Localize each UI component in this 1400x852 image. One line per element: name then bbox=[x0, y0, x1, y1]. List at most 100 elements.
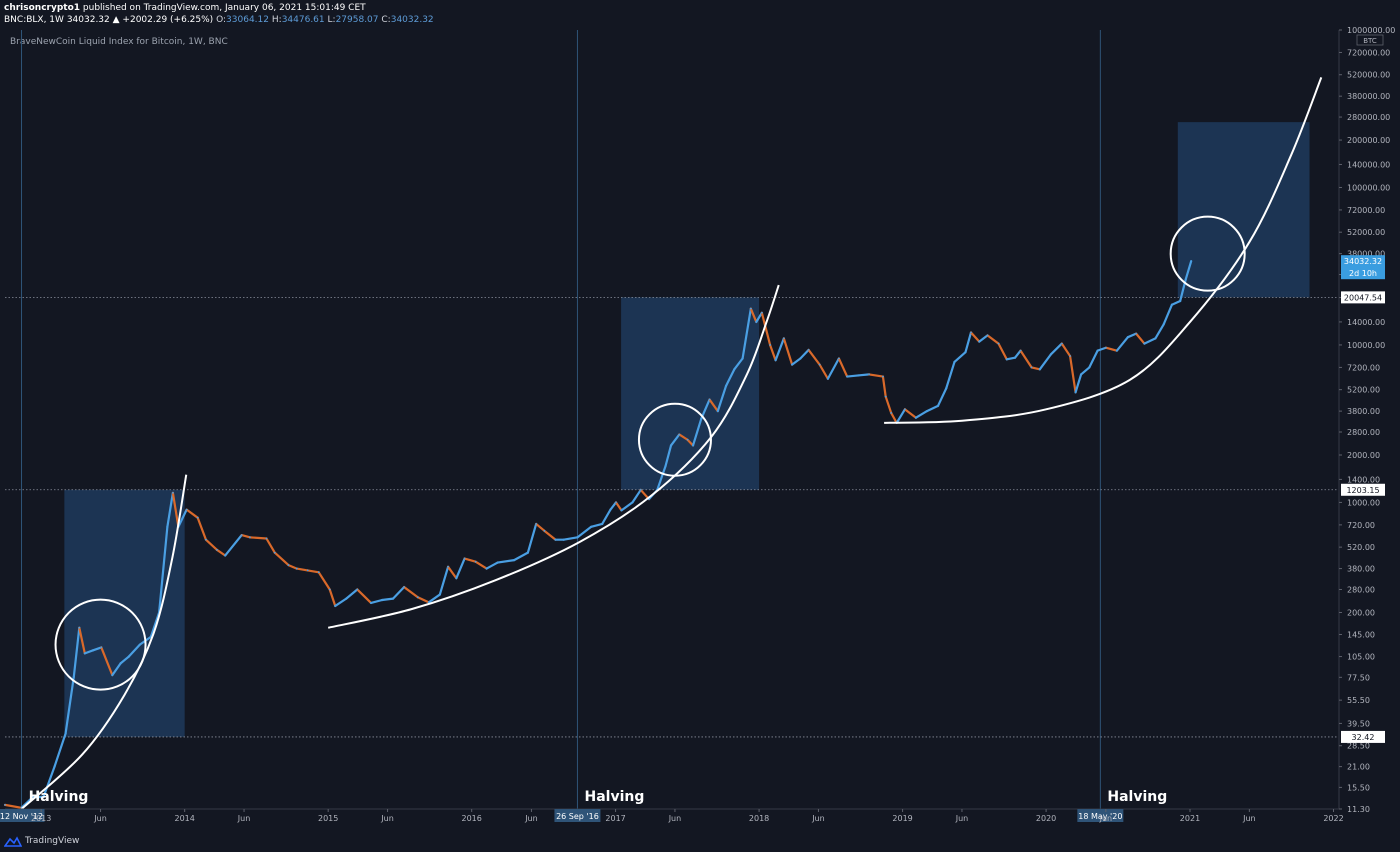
y-tick-label: 20000.00 bbox=[1347, 294, 1385, 303]
y-tick-label: 15.50 bbox=[1347, 783, 1370, 792]
tradingview-logo-icon bbox=[4, 835, 22, 847]
y-tick-label: 105.00 bbox=[1347, 653, 1375, 662]
x-tick-label: 2018 bbox=[749, 814, 769, 823]
price-segment bbox=[609, 501, 618, 511]
price-point bbox=[64, 732, 67, 735]
price-segment bbox=[724, 368, 736, 387]
price-point bbox=[670, 444, 672, 447]
price-point bbox=[601, 523, 604, 525]
price-point bbox=[205, 538, 207, 541]
price-point bbox=[953, 361, 956, 363]
price-point bbox=[692, 444, 694, 447]
price-segment bbox=[945, 360, 956, 390]
halving-date-label-0: 12 Nov '12 bbox=[0, 812, 43, 821]
price-segment bbox=[969, 331, 981, 343]
price-line-label-bg-2 bbox=[1341, 730, 1385, 743]
halving-text-1: Halving bbox=[584, 789, 644, 805]
price-segment bbox=[185, 508, 199, 519]
y-tick-label: 1000000.00 bbox=[1347, 26, 1395, 35]
price-point bbox=[543, 529, 546, 532]
price-point bbox=[273, 551, 276, 554]
price-segment bbox=[166, 491, 174, 528]
price-point bbox=[639, 489, 642, 491]
price-point bbox=[686, 438, 689, 441]
price-segment bbox=[716, 384, 728, 413]
price-segment bbox=[1115, 336, 1129, 352]
price-point bbox=[1184, 278, 1187, 281]
price-point bbox=[513, 559, 516, 562]
price-point bbox=[1005, 358, 1008, 361]
price-point bbox=[656, 489, 659, 491]
x-tick-label: Jun bbox=[955, 814, 969, 823]
price-point bbox=[774, 359, 777, 362]
price-segment bbox=[369, 598, 384, 605]
price-segment bbox=[1068, 354, 1077, 394]
price-segment bbox=[749, 307, 758, 324]
price-change: ▲ +2002.29 (+6.25%) bbox=[112, 15, 214, 25]
price-segment bbox=[402, 585, 419, 599]
price-point bbox=[725, 384, 727, 387]
y-tick-label: 280.00 bbox=[1347, 585, 1375, 594]
author-name[interactable]: chrisoncrypto1 bbox=[4, 3, 81, 13]
y-tick-label: 380000.00 bbox=[1347, 92, 1390, 101]
price-point bbox=[20, 806, 23, 809]
high-value: 34476.61 bbox=[281, 15, 325, 25]
y-tick-label: 38000.00 bbox=[1347, 250, 1385, 259]
price-segment bbox=[91, 646, 103, 652]
price-segment bbox=[1038, 353, 1052, 371]
halving-date-bg-1 bbox=[554, 809, 601, 822]
series-legend: BraveNewCoin Liquid Index for Bitcoin, 1… bbox=[10, 37, 228, 47]
price-point bbox=[31, 796, 34, 799]
y-tick-label: 7200.00 bbox=[1347, 363, 1380, 372]
price-segment bbox=[138, 635, 152, 646]
price-segment bbox=[895, 408, 907, 424]
price-point bbox=[127, 655, 130, 658]
price-segment bbox=[631, 488, 642, 504]
price-segment bbox=[760, 311, 772, 347]
price-segment bbox=[1179, 278, 1187, 303]
price-point bbox=[42, 795, 45, 798]
price-point bbox=[171, 491, 174, 494]
price-segment bbox=[576, 525, 593, 539]
price-segment bbox=[334, 597, 348, 608]
price-point bbox=[868, 373, 871, 376]
price-segment bbox=[791, 357, 802, 366]
tradingview-footer[interactable]: TradingView bbox=[4, 833, 79, 849]
price-point bbox=[447, 565, 449, 568]
price-segment bbox=[158, 525, 169, 614]
y-tick-label: 3800.00 bbox=[1347, 407, 1380, 416]
tradingview-brand: TradingView bbox=[25, 836, 80, 846]
y-tick-label: 52000.00 bbox=[1347, 228, 1385, 237]
price-point bbox=[1019, 349, 1022, 352]
price-segment bbox=[64, 675, 75, 735]
price-point bbox=[527, 551, 529, 554]
price-segment bbox=[639, 488, 651, 501]
price-segment bbox=[78, 626, 86, 655]
price-point bbox=[1069, 355, 1071, 357]
x-tick-label: 2014 bbox=[174, 814, 194, 823]
price-segment bbox=[215, 548, 227, 557]
price-point bbox=[799, 357, 802, 360]
current-price-label: 34032.32 bbox=[1344, 257, 1382, 266]
price-segment bbox=[306, 569, 320, 574]
price-point bbox=[890, 412, 893, 414]
price-point bbox=[664, 465, 667, 468]
price-segment bbox=[857, 373, 871, 377]
price-point bbox=[749, 307, 752, 310]
x-tick-label: Jun bbox=[380, 814, 394, 823]
price-segment bbox=[1104, 346, 1118, 352]
open-label: O: bbox=[216, 15, 227, 25]
current-price-bg bbox=[1341, 255, 1385, 280]
price-point bbox=[648, 498, 650, 500]
price-segment bbox=[1005, 356, 1017, 361]
y-tick-label: 14000.00 bbox=[1347, 318, 1385, 327]
price-segment bbox=[914, 410, 929, 419]
price-segment bbox=[953, 351, 967, 364]
price-segment bbox=[881, 375, 887, 398]
x-tick-label: 2015 bbox=[318, 814, 338, 823]
price-point bbox=[4, 803, 6, 806]
price-point bbox=[196, 516, 199, 519]
price-point bbox=[328, 588, 331, 591]
